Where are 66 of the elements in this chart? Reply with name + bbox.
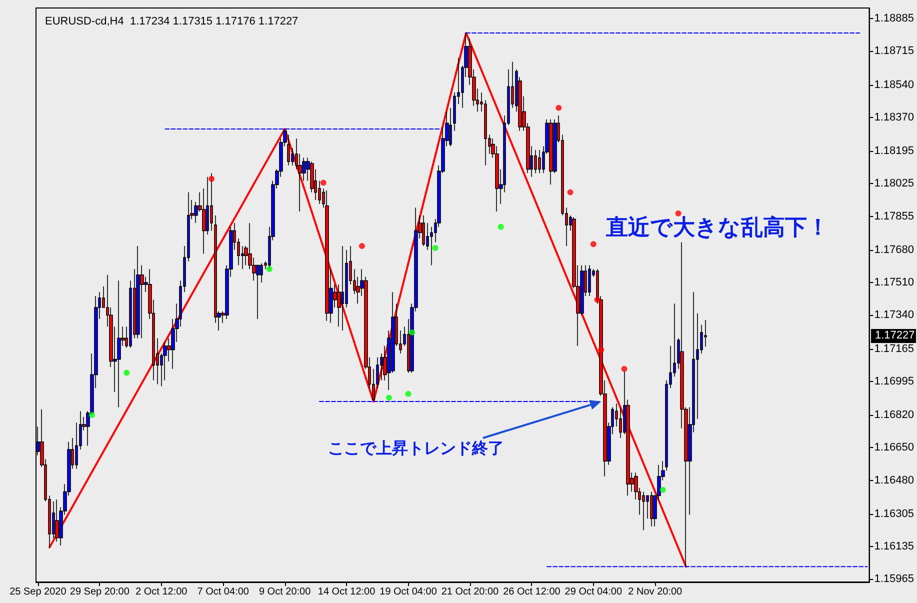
x-tick-label: 29 Sep 20:00 <box>70 586 130 598</box>
point <box>124 370 130 376</box>
candlestick <box>449 107 452 147</box>
candlestick <box>588 264 591 296</box>
point <box>590 241 596 248</box>
annotation: ここで上昇トレンド終了 <box>328 440 504 458</box>
point <box>432 244 438 251</box>
y-tick-label: 1.18540 <box>874 78 914 91</box>
y-tick-label: 1.17680 <box>874 244 914 256</box>
y-tick-label: 1.17165 <box>874 342 914 355</box>
candlestick <box>422 214 425 246</box>
y-tick-label: 1.16820 <box>874 408 914 421</box>
candlestick <box>117 280 121 408</box>
point <box>498 224 504 230</box>
x-tick-label: 21 Oct 20:00 <box>441 586 500 598</box>
point <box>358 243 365 250</box>
candlestick <box>650 491 653 527</box>
candlestick <box>341 246 344 331</box>
candlestick <box>325 190 329 322</box>
x-tick-label: 14 Oct 12:00 <box>318 586 376 598</box>
point <box>88 412 95 418</box>
point <box>567 189 574 196</box>
point <box>621 366 628 372</box>
x-tick-label: 9 Oct 20:00 <box>258 586 312 598</box>
x-tick-label: 19 Oct 04:00 <box>380 586 438 598</box>
candlestick <box>642 491 645 531</box>
y-tick-label: 1.17855 <box>874 210 914 222</box>
point <box>556 104 562 111</box>
x-tick-label: 25 Sep 2020 <box>10 586 67 598</box>
x-tick-label: 26 Oct 12:00 <box>503 586 561 598</box>
x-tick-label: 2 Nov 20:00 <box>628 586 683 598</box>
y-tick-label: 1.15965 <box>874 573 914 586</box>
text: 1.17227 <box>875 330 915 342</box>
point <box>409 329 416 336</box>
point <box>660 486 666 493</box>
candlestick <box>538 150 541 174</box>
y-tick-label: 1.18195 <box>874 145 914 158</box>
y-tick-label: 1.16995 <box>874 375 914 388</box>
x-tick-label: 29 Oct 04:00 <box>564 586 622 598</box>
y-tick-label: 1.16305 <box>874 508 914 520</box>
point <box>594 296 600 303</box>
point <box>675 210 682 216</box>
point <box>208 176 215 182</box>
point <box>598 346 604 353</box>
x-tick-label: 7 Oct 04:00 <box>197 586 250 598</box>
y-tick-label: 1.17510 <box>874 276 914 289</box>
y-tick-label: 1.18715 <box>874 45 914 58</box>
y-tick-label: 1.18885 <box>874 12 914 25</box>
y-tick-label: 1.18025 <box>874 178 914 190</box>
candlestick <box>549 118 553 186</box>
y-tick-label: 1.17340 <box>874 309 914 322</box>
point <box>405 390 412 397</box>
y-tick-label: 1.18370 <box>874 111 914 124</box>
y-tick-label: 1.16135 <box>874 540 914 552</box>
y-tick-label: 1.16650 <box>874 442 914 454</box>
candlestick <box>55 499 59 542</box>
x-tick-label: 2 Oct 12:00 <box>136 586 188 598</box>
point <box>386 394 392 401</box>
candlestick <box>534 150 537 174</box>
y-tick-label: 1.16480 <box>874 474 914 486</box>
candlestick <box>136 246 140 339</box>
annotation: 直近で大きな乱高下！ <box>605 214 829 240</box>
candlestick <box>86 410 90 446</box>
point <box>266 266 272 272</box>
text: EURUSD-cd,H4 1.17234 1.17315 1.17176 1.17227 <box>45 16 298 28</box>
point <box>320 180 326 186</box>
